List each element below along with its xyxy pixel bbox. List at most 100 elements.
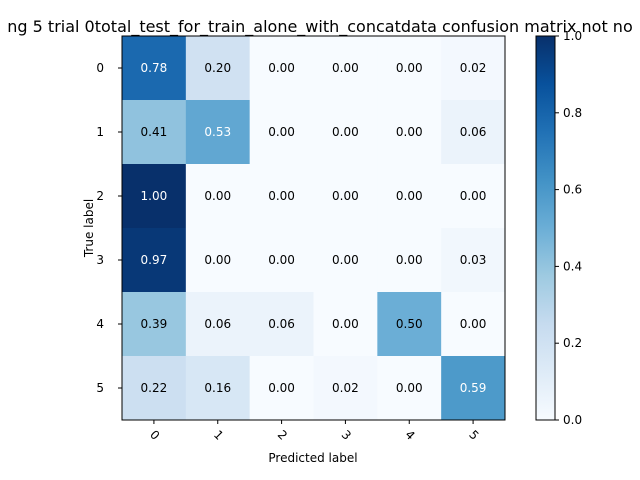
heatmap-cell-r4-c0 [122, 292, 187, 357]
cell-value-label: 0.20 [204, 61, 231, 75]
heatmap-cell-r5-c1 [185, 356, 251, 421]
heatmap-cell-r0-c5 [441, 36, 506, 101]
x-tick-label: 0 [147, 428, 162, 443]
heatmap-cell-r1-c1 [185, 100, 251, 165]
x-axis-ticks: 0 1 2 3 4 5 [147, 420, 482, 443]
cell-value-label: 0.00 [332, 125, 359, 139]
heatmap-cell-r2-c0 [122, 164, 187, 229]
cell-value-label: 0.59 [460, 381, 487, 395]
heatmap-cell-r2-c3 [313, 164, 378, 229]
cell-value-label: 0.00 [204, 253, 231, 267]
colorbar-frame [535, 35, 556, 421]
y-axis-label: True label [82, 199, 96, 258]
cell-value-label: 0.39 [141, 317, 168, 331]
cell-value-label: 0.00 [332, 253, 359, 267]
heatmap-cell-r3-c1 [185, 228, 251, 293]
cell-value-label: 0.00 [332, 317, 359, 331]
cell-value-label: 0.00 [396, 381, 423, 395]
chart-title: ng 5 trial 0total_test_for_train_alone_w… [7, 17, 632, 37]
cell-value-label: 0.00 [268, 253, 295, 267]
cell-value-label: 0.22 [141, 381, 168, 395]
heatmap-cell-r4-c1 [185, 292, 251, 357]
heatmap-cell-r3-c3 [313, 228, 378, 293]
colorbar-tick-label: 0.6 [563, 183, 582, 197]
cell-value-label: 0.00 [268, 125, 295, 139]
cell-value-label: 0.97 [141, 253, 168, 267]
heatmap-cell-r3-c4 [377, 228, 442, 293]
cell-value-label: 1.00 [141, 189, 168, 203]
cell-value-label: 0.00 [332, 61, 359, 75]
heatmap-cell-r5-c2 [249, 356, 314, 421]
heatmap-cell-r2-c1 [185, 164, 251, 229]
x-tick-label: 1 [211, 428, 226, 443]
cell-value-label: 0.00 [268, 381, 295, 395]
colorbar-tick-label: 0.4 [563, 259, 582, 273]
cell-value-label: 0.00 [460, 317, 487, 331]
heatmap-cell-r4-c3 [313, 292, 378, 357]
heatmap-cell-labels: 0.78 0.20 0.00 0.00 0.00 0.02 0.41 0.53 0.00 0.00… [141, 61, 487, 395]
heatmap-cell-r4-c4 [377, 292, 442, 357]
cell-value-label: 0.41 [141, 125, 168, 139]
heatmap-cell-r0-c1 [185, 36, 251, 101]
y-tick-label: 2 [96, 189, 104, 203]
cell-value-label: 0.00 [396, 61, 423, 75]
y-tick-label: 0 [96, 61, 104, 75]
colorbar-tick-label: 1.0 [563, 29, 582, 43]
cell-value-label: 0.06 [460, 125, 487, 139]
cell-value-label: 0.00 [332, 189, 359, 203]
heatmap-cell-r1-c2 [249, 100, 314, 165]
y-tick-label: 1 [96, 125, 104, 139]
cell-value-label: 0.03 [460, 253, 487, 267]
cell-value-label: 0.00 [396, 125, 423, 139]
colorbar-tick-label: 0.0 [563, 413, 582, 427]
heatmap-cell-r0-c0 [122, 36, 187, 101]
colorbar-ticks: 0.0 0.2 0.4 0.6 0.8 1.0 [555, 29, 582, 427]
heatmap-cell-r2-c4 [377, 164, 442, 229]
heatmap-cell-r2-c5 [441, 164, 506, 229]
heatmap-cell-r1-c5 [441, 100, 506, 165]
heatmap-cell-r5-c5 [441, 356, 506, 421]
cell-value-label: 0.00 [460, 189, 487, 203]
cell-value-label: 0.06 [204, 317, 231, 331]
heatmap-cell-r0-c4 [377, 36, 442, 101]
cell-value-label: 0.00 [396, 189, 423, 203]
heatmap-cell-r3-c0 [122, 228, 187, 293]
heatmap-cells [122, 36, 506, 421]
cell-value-label: 0.16 [204, 381, 231, 395]
cell-value-label: 0.02 [460, 61, 487, 75]
y-tick-label: 3 [96, 253, 104, 267]
heatmap-cell-r3-c2 [249, 228, 314, 293]
cell-value-label: 0.02 [332, 381, 359, 395]
heatmap-cell-r0-c2 [249, 36, 314, 101]
x-tick-label: 2 [275, 428, 290, 443]
cell-value-label: 0.50 [396, 317, 423, 331]
y-axis-ticks: 0 1 2 3 4 5 [96, 61, 122, 395]
x-tick-label: 5 [466, 428, 481, 443]
colorbar-tick-label: 0.8 [563, 106, 582, 120]
heatmap-cell-r4-c5 [441, 292, 506, 357]
y-tick-label: 5 [96, 381, 104, 395]
heatmap-cell-r1-c0 [122, 100, 187, 165]
heatmap-cell-r5-c4 [377, 356, 442, 421]
heatmap-cell-r5-c0 [122, 356, 187, 421]
x-axis-label: Predicted label [268, 451, 357, 465]
cell-value-label: 0.00 [204, 189, 231, 203]
x-tick-label: 3 [339, 428, 354, 443]
cell-value-label: 0.06 [268, 317, 295, 331]
heatmap-cell-r0-c3 [313, 36, 378, 101]
y-tick-label: 4 [96, 317, 104, 331]
cell-value-label: 0.00 [396, 253, 423, 267]
plot-frame [121, 35, 506, 421]
heatmap-cell-r1-c3 [313, 100, 378, 165]
cell-value-label: 0.00 [268, 189, 295, 203]
heatmap-cell-r2-c2 [249, 164, 314, 229]
heatmap-cell-r5-c3 [313, 356, 378, 421]
cell-value-label: 0.00 [268, 61, 295, 75]
x-tick-label: 4 [402, 428, 417, 443]
colorbar-tick-label: 0.2 [563, 336, 582, 350]
cell-value-label: 0.53 [204, 125, 231, 139]
cell-value-label: 0.78 [141, 61, 168, 75]
heatmap-cell-r4-c2 [249, 292, 314, 357]
heatmap-cell-r1-c4 [377, 100, 442, 165]
